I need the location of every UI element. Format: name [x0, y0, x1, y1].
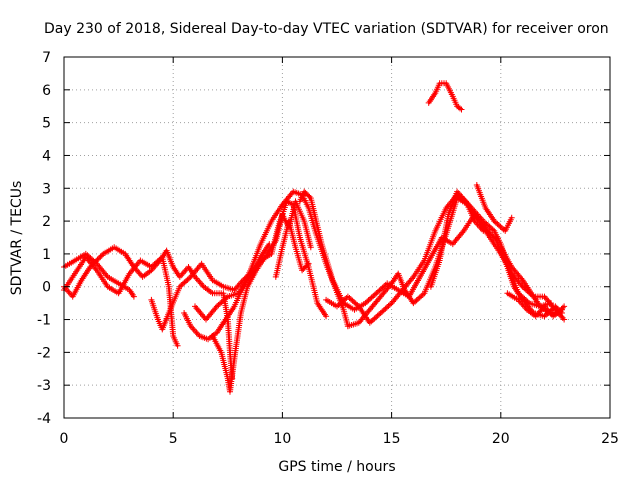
series-11 [344, 195, 568, 330]
series-markers [504, 290, 565, 320]
y-axis-label: SDTVAR / TECUs [9, 181, 25, 296]
series-markers [61, 254, 181, 349]
series-markers [427, 188, 487, 290]
chart-title: Day 230 of 2018, Sidereal Day-to-day VTE… [44, 21, 609, 37]
series-8 [272, 218, 312, 280]
y-tick-label: 4 [42, 148, 51, 164]
plot-frame [63, 56, 611, 419]
y-tick-label: 1 [42, 247, 51, 263]
series-markers [272, 218, 312, 280]
series-layer [61, 80, 568, 395]
series-1 [61, 254, 181, 349]
x-tick-label: 10 [273, 431, 291, 447]
series-13 [425, 80, 465, 113]
series-12 [427, 188, 487, 290]
series-16 [504, 290, 565, 320]
y-tick-label: 7 [42, 50, 51, 66]
x-tick-label: 25 [601, 431, 619, 447]
x-tick-label: 15 [383, 431, 401, 447]
series-7 [209, 198, 314, 395]
ticks: 0 5 10 15 20 25 -4 -3 -2 -1 0 1 2 3 4 5 6 7 [37, 50, 619, 447]
series-markers [473, 182, 515, 234]
y-tick-label: 2 [42, 214, 51, 230]
series-14 [473, 182, 515, 234]
y-tick-label: 0 [42, 280, 51, 296]
series-markers [425, 80, 465, 113]
y-tick-label: -1 [37, 313, 51, 329]
grid [64, 57, 610, 418]
series-markers [209, 198, 314, 395]
series-line [63, 256, 179, 347]
x-tick-label: 5 [169, 431, 178, 447]
y-tick-label: -3 [37, 378, 51, 394]
y-tick-label: -2 [37, 345, 51, 361]
y-tick-label: 6 [42, 83, 51, 99]
series-line [346, 197, 566, 328]
y-tick-label: 5 [42, 116, 51, 132]
x-tick-label: 20 [492, 431, 510, 447]
x-axis-label: GPS time / hours [278, 459, 395, 475]
x-tick-label: 0 [60, 431, 69, 447]
y-tick-label: 3 [42, 181, 51, 197]
y-tick-label: -4 [37, 411, 51, 427]
series-markers [344, 195, 568, 330]
series-6 [192, 198, 330, 323]
